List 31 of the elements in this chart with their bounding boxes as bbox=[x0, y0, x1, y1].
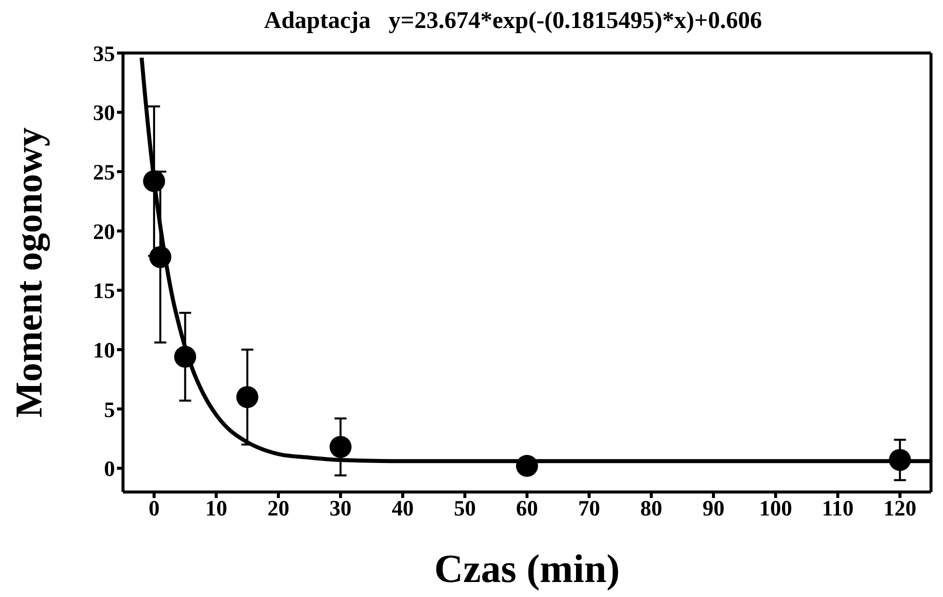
x-tick-label: 40 bbox=[392, 496, 414, 521]
x-tick-label: 70 bbox=[578, 496, 600, 521]
y-tick-label: 30 bbox=[93, 100, 115, 126]
y-tick-label: 5 bbox=[104, 396, 115, 422]
point bbox=[516, 454, 538, 477]
y-axis-title: Moment ogonowy bbox=[8, 127, 50, 418]
y-tick-label: 10 bbox=[93, 337, 115, 362]
x-tick-label: 90 bbox=[702, 496, 724, 521]
x-tick-label: 80 bbox=[640, 496, 662, 521]
y-tick-label: 35 bbox=[93, 40, 115, 66]
x-tick-label: 120 bbox=[883, 496, 916, 521]
x-tick-label: 110 bbox=[822, 496, 854, 521]
x-axis-title: Czas (min) bbox=[434, 546, 620, 591]
x-tick-label: 0 bbox=[148, 496, 160, 521]
point bbox=[174, 346, 196, 368]
point bbox=[888, 448, 911, 471]
point bbox=[143, 170, 166, 192]
chart-title: Adaptacja y=23.674*exp(-(0.1815495)*x)+0.606 bbox=[263, 8, 763, 36]
y-tick-label: 0 bbox=[104, 456, 115, 482]
x-tick-label: 20 bbox=[267, 496, 290, 521]
y-tick-label: 20 bbox=[93, 218, 115, 244]
y-tick-label: 25 bbox=[93, 159, 115, 184]
x-tick-label: 50 bbox=[454, 496, 476, 521]
x-tick-label: 30 bbox=[330, 496, 352, 521]
point bbox=[149, 246, 172, 268]
y-tick-label: 15 bbox=[93, 278, 115, 304]
point bbox=[330, 436, 352, 458]
x-tick-label: 100 bbox=[759, 496, 792, 521]
x-tick-label: 10 bbox=[205, 496, 228, 521]
point bbox=[236, 386, 258, 408]
x-tick-label: 60 bbox=[516, 496, 538, 521]
